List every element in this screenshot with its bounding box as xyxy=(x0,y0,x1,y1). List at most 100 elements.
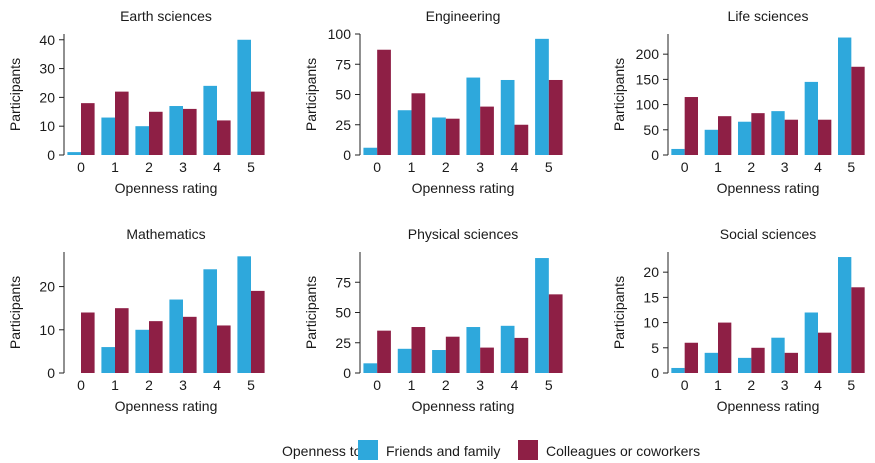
bar-friends-rating-5 xyxy=(237,256,251,373)
legend-swatch-friends xyxy=(358,440,378,460)
bar-colleagues-rating-2 xyxy=(445,118,460,155)
bar-friends-rating-5 xyxy=(838,257,852,373)
bar-colleagues-rating-4 xyxy=(818,119,832,155)
y-tick-label: 75 xyxy=(335,274,351,290)
y-tick-label: 10 xyxy=(643,315,659,331)
bar-colleagues-rating-5 xyxy=(548,294,563,373)
y-axis-title: Participants xyxy=(303,58,319,131)
bar-friends-rating-5 xyxy=(237,39,251,156)
x-tick-label: 5 xyxy=(545,159,553,175)
bar-friends-rating-2 xyxy=(135,329,149,373)
bar-colleagues-rating-0 xyxy=(377,330,391,373)
bar-friends-rating-0 xyxy=(671,367,685,373)
x-tick-label: 0 xyxy=(681,377,689,393)
bar-friends-rating-5 xyxy=(535,258,549,373)
legend: Openness to Friends and family Colleague… xyxy=(0,440,875,462)
x-tick-label: 2 xyxy=(442,159,450,175)
legend-swatch-colleagues xyxy=(518,440,538,460)
bar-colleagues-rating-5 xyxy=(548,79,563,155)
x-axis-title: Openness rating xyxy=(115,180,218,196)
y-tick-label: 100 xyxy=(328,26,352,42)
x-tick-label: 4 xyxy=(814,159,822,175)
x-tick-label: 4 xyxy=(213,159,221,175)
x-tick-label: 4 xyxy=(511,159,519,175)
bar-colleagues-rating-3 xyxy=(784,119,798,155)
bar-colleagues-rating-1 xyxy=(115,91,129,155)
chart-panel-3: Life sciences 0 50 100 150 200 Participants 0 1 2… xyxy=(611,8,865,196)
bar-colleagues-rating-3 xyxy=(784,352,798,373)
bar-colleagues-rating-2 xyxy=(751,347,765,373)
bar-friends-rating-3 xyxy=(169,299,183,373)
y-tick-label: 0 xyxy=(47,147,55,163)
bar-colleagues-rating-4 xyxy=(514,124,529,155)
y-tick-label: 100 xyxy=(636,97,660,113)
bar-friends-rating-1 xyxy=(397,348,412,373)
y-tick-label: 50 xyxy=(643,122,659,138)
bar-friends-rating-4 xyxy=(500,325,515,373)
bar-colleagues-rating-4 xyxy=(818,332,832,373)
x-tick-label: 3 xyxy=(179,159,187,175)
x-tick-label: 3 xyxy=(476,377,484,393)
bar-friends-rating-4 xyxy=(203,269,217,373)
x-axis-title: Openness rating xyxy=(412,398,515,414)
x-tick-label: 4 xyxy=(814,377,822,393)
legend-title: Openness to xyxy=(282,443,362,459)
y-tick-label: 25 xyxy=(335,335,351,351)
x-tick-label: 0 xyxy=(373,377,381,393)
chart-panel-2: Engineering 0 25 50 75 100 Participants 0 1 2 3 4 5 O… xyxy=(303,8,563,196)
x-tick-label: 2 xyxy=(145,377,153,393)
bar-friends-rating-3 xyxy=(466,77,481,155)
x-tick-label: 0 xyxy=(77,159,85,175)
x-tick-label: 4 xyxy=(213,377,221,393)
bar-colleagues-rating-1 xyxy=(718,322,732,373)
chart-panel-6: Social sciences 0 5 10 15 20 Participants 0 1 2 3 4… xyxy=(611,226,865,414)
y-tick-label: 20 xyxy=(39,279,55,295)
bar-friends-rating-1 xyxy=(704,352,718,373)
chart-panel-5: Physical sciences 0 25 50 75 Participants 0 1 2 3… xyxy=(303,226,563,414)
bar-colleagues-rating-0 xyxy=(684,97,698,155)
chart-title: Social sciences xyxy=(720,226,817,242)
chart-title: Earth sciences xyxy=(120,8,212,24)
bar-friends-rating-2 xyxy=(738,121,752,155)
bar-friends-rating-3 xyxy=(771,111,785,155)
bar-friends-rating-3 xyxy=(466,327,481,373)
y-tick-label: 50 xyxy=(335,87,351,103)
x-axis-title: Openness rating xyxy=(717,398,820,414)
y-tick-label: 50 xyxy=(335,305,351,321)
x-tick-label: 0 xyxy=(681,159,689,175)
bar-colleagues-rating-3 xyxy=(480,347,494,373)
y-tick-label: 0 xyxy=(343,147,351,163)
bar-colleagues-rating-5 xyxy=(251,290,265,373)
x-tick-label: 2 xyxy=(145,159,153,175)
x-tick-label: 3 xyxy=(781,159,789,175)
bar-friends-rating-4 xyxy=(203,85,217,155)
bar-colleagues-rating-1 xyxy=(411,327,426,373)
x-tick-label: 5 xyxy=(847,159,855,175)
bar-friends-rating-0 xyxy=(67,152,81,155)
bar-friends-rating-1 xyxy=(704,129,718,155)
bar-friends-rating-2 xyxy=(738,357,752,373)
bar-friends-rating-1 xyxy=(397,110,412,155)
bar-colleagues-rating-1 xyxy=(411,93,426,155)
y-axis-title: Participants xyxy=(7,276,23,349)
x-tick-label: 1 xyxy=(714,377,722,393)
y-axis-title: Participants xyxy=(303,276,319,349)
x-tick-label: 0 xyxy=(373,159,381,175)
chart-title: Mathematics xyxy=(126,226,205,242)
legend-label-colleagues: Colleagues or coworkers xyxy=(546,443,701,459)
legend-label-friends: Friends and family xyxy=(386,443,501,459)
bar-friends-rating-5 xyxy=(535,38,549,156)
bar-colleagues-rating-3 xyxy=(183,316,197,373)
y-axis-title: Participants xyxy=(7,58,23,131)
x-tick-label: 3 xyxy=(179,377,187,393)
bar-friends-rating-4 xyxy=(804,81,818,155)
bar-friends-rating-1 xyxy=(101,117,115,155)
x-tick-label: 1 xyxy=(408,377,416,393)
x-tick-label: 0 xyxy=(77,377,85,393)
bar-friends-rating-0 xyxy=(363,147,378,155)
bar-colleagues-rating-1 xyxy=(718,116,732,155)
y-tick-label: 15 xyxy=(643,289,659,305)
bar-friends-rating-0 xyxy=(671,148,685,155)
y-tick-label: 20 xyxy=(39,89,55,105)
